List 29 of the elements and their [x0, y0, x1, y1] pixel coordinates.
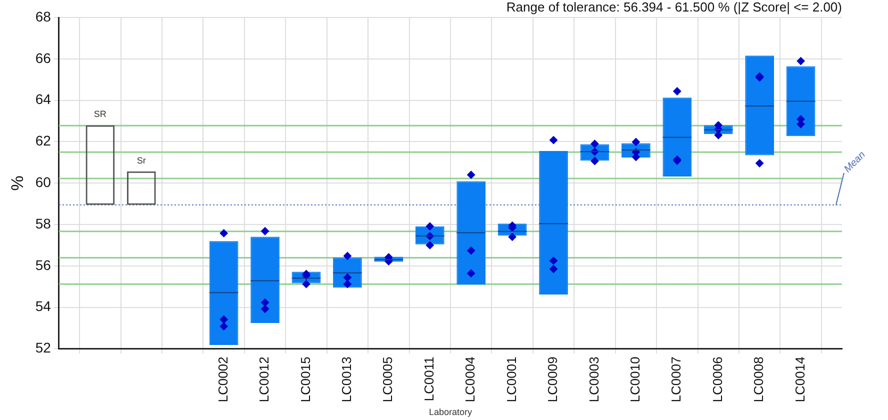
- y-tick-label: 52: [35, 340, 52, 356]
- x-tick-label: LC0014: [792, 356, 808, 402]
- x-tick-label: LC0004: [462, 356, 478, 402]
- y-tick-label: 66: [35, 50, 52, 66]
- series-label: Sr: [136, 155, 146, 166]
- y-axis-title: %: [8, 176, 27, 191]
- x-tick-label: LC0006: [710, 356, 725, 402]
- y-tick-label: 54: [35, 298, 52, 314]
- y-tick-label: 56: [35, 256, 52, 273]
- x-tick-label: LC0015: [298, 356, 313, 402]
- y-tick-label: 68: [35, 8, 52, 24]
- y-tick-label: 64: [35, 91, 52, 108]
- y-tick-label: 60: [35, 174, 52, 190]
- series-label: SR: [94, 109, 107, 120]
- x-tick-label: LC0002: [215, 356, 230, 402]
- y-tick-label: 58: [35, 215, 52, 232]
- y-tick-label: 62: [35, 132, 52, 149]
- chart-title: Range of tolerance: 56.394 - 61.500 % (|Z Score| <= 2.00): [506, 0, 842, 14]
- x-tick-label: LC0007: [668, 356, 684, 402]
- x-tick-label: LC0009: [545, 356, 560, 402]
- x-tick-label: LC0010: [628, 356, 643, 402]
- x-tick-label: LC0001: [504, 356, 519, 402]
- x-tick-label: LC0005: [380, 356, 396, 402]
- x-tick-label: LC0003: [586, 356, 602, 402]
- x-tick-label: LC0012: [256, 356, 272, 402]
- x-tick-label: LC0011: [421, 356, 436, 402]
- x-tick-label: LC0013: [339, 356, 354, 402]
- x-axis-title: Laboratory: [428, 407, 472, 418]
- x-tick-label: LC0008: [751, 356, 766, 402]
